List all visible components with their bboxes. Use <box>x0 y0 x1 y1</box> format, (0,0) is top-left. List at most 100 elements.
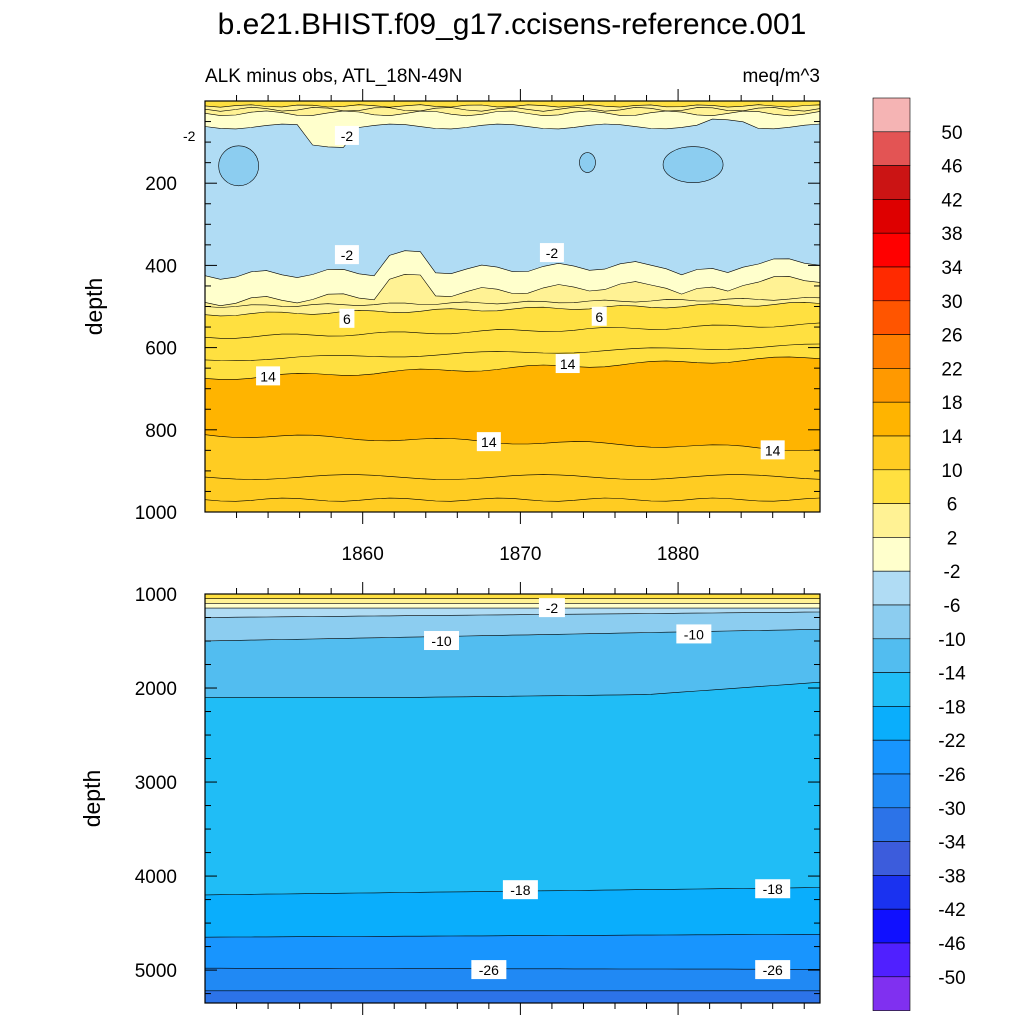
colorbar-label: 6 <box>947 495 958 516</box>
contour-label: -26 <box>755 960 791 980</box>
contour-label: 6 <box>339 308 355 328</box>
colorbar-box <box>872 401 911 437</box>
svg-text:-2: -2 <box>341 247 354 263</box>
svg-text:-18: -18 <box>510 882 530 898</box>
region-minus6-to-minus2 <box>205 119 820 280</box>
region-minus30-to-minus26 <box>205 968 820 991</box>
colorbar-label: -18 <box>938 697 965 718</box>
contour-line <box>205 434 820 451</box>
region-14-to-18 <box>205 356 820 451</box>
colorbar-box <box>872 435 911 471</box>
svg-text:-10: -10 <box>431 633 451 649</box>
upper-panel: -2 -2 -2 -2 6 6 14 14 14 14 200 400 600 800 1000 1860 18… <box>81 89 821 565</box>
colorbar-label: 26 <box>941 326 962 347</box>
y-tick-label: 5000 <box>135 961 177 982</box>
svg-text:14: 14 <box>260 368 276 384</box>
svg-text:-2: -2 <box>546 600 559 616</box>
contour-label: -2 <box>334 245 359 265</box>
colorbar-box <box>872 942 911 978</box>
svg-text:-10: -10 <box>684 626 704 642</box>
region-minus18-to-minus14 <box>205 682 820 895</box>
contour-line <box>205 110 820 117</box>
colorbar-box <box>872 807 911 842</box>
contour-line <box>205 681 820 698</box>
colorbar-box <box>872 266 911 302</box>
y-axis-label: depth <box>79 770 105 828</box>
contour-line <box>205 497 820 502</box>
region-surface-6 <box>205 101 820 108</box>
colorbar-box <box>872 165 911 200</box>
colorbar-box <box>872 706 911 741</box>
contour-line <box>205 322 820 339</box>
x-tick-label: 1860 <box>342 544 384 565</box>
contour-line <box>205 356 820 380</box>
y-tick-label: 1000 <box>135 503 177 524</box>
y-tick-label: 600 <box>145 339 177 360</box>
colorbar-box <box>872 537 911 572</box>
colorbar-label: -6 <box>944 596 961 617</box>
contour-pocket-minus6 <box>579 152 596 173</box>
contour-line <box>205 343 820 362</box>
colorbar-label: -50 <box>938 968 965 989</box>
colorbar-box <box>872 976 911 1011</box>
colorbar-label: -46 <box>938 934 965 955</box>
contour-line <box>205 118 820 148</box>
contour-line <box>205 967 820 970</box>
svg-text:-26: -26 <box>763 962 783 978</box>
colorbar-box <box>872 739 911 775</box>
colorbar-label: -2 <box>944 562 961 583</box>
colorbar-label: 10 <box>941 461 962 482</box>
colorbar-label: -14 <box>938 664 966 685</box>
svg-text:14: 14 <box>481 434 497 450</box>
chart-subtitle-left: ALK minus obs, ATL_18N-49N <box>205 66 462 87</box>
colorbar-box <box>872 368 911 403</box>
svg-text:6: 6 <box>595 309 603 325</box>
y-tick-label: 400 <box>145 256 177 277</box>
svg-text:14: 14 <box>560 356 576 372</box>
y-tick-label: 4000 <box>135 867 177 888</box>
colorbar-label: 38 <box>941 224 962 245</box>
svg-text:-2: -2 <box>546 245 559 261</box>
colorbar-label: 30 <box>941 292 962 313</box>
region-minus2-to-2 <box>205 250 820 306</box>
contour-label: -18 <box>502 880 538 900</box>
region-minus14-to-minus10 <box>205 629 820 698</box>
svg-text:14: 14 <box>765 442 781 458</box>
colorbar-box <box>872 773 911 809</box>
region-minus22-to-minus18 <box>205 887 820 938</box>
region-6-to-10 <box>205 594 820 599</box>
colorbar-label: 34 <box>941 258 963 279</box>
region-minus10-to-minus6 <box>205 612 820 641</box>
lower-panel: -2 -10 -10 -18 -18 -26 -26 1000 2000 3000 4000 5000… <box>79 582 821 1015</box>
contour-line <box>205 934 820 938</box>
colorbar-box <box>872 503 911 538</box>
contour-label: -2 <box>539 243 564 263</box>
colorbar-label: -10 <box>938 630 965 651</box>
colorbar-box <box>872 300 911 335</box>
svg-text:-2: -2 <box>183 128 196 144</box>
contour-line <box>205 629 820 642</box>
chart-title: b.e21.BHIST.f09_g17.ccisens-reference.00… <box>218 8 807 41</box>
colorbar-box <box>872 604 911 640</box>
chart-units: meq/m^3 <box>742 66 820 87</box>
colorbar-box <box>872 570 911 606</box>
colorbar-label: -26 <box>938 765 965 786</box>
contour-line <box>205 250 820 280</box>
contour-line <box>205 273 820 307</box>
colorbar-box <box>872 638 911 673</box>
contour-pocket-minus6 <box>662 146 724 183</box>
region-2-to-6 <box>205 598 820 604</box>
colorbar-label: 18 <box>941 393 962 414</box>
colorbar-box <box>872 469 911 504</box>
colorbar-label: 50 <box>941 123 962 144</box>
colorbar-box <box>872 97 911 133</box>
svg-text:-26: -26 <box>479 962 499 978</box>
contour-line <box>205 301 820 317</box>
colorbar-box <box>872 334 911 369</box>
colorbar-label: 42 <box>941 190 962 211</box>
region-minus6-to-minus2 <box>205 608 820 618</box>
contour-line <box>205 104 820 108</box>
svg-text:6: 6 <box>343 311 351 327</box>
contour-label: 14 <box>256 366 281 386</box>
